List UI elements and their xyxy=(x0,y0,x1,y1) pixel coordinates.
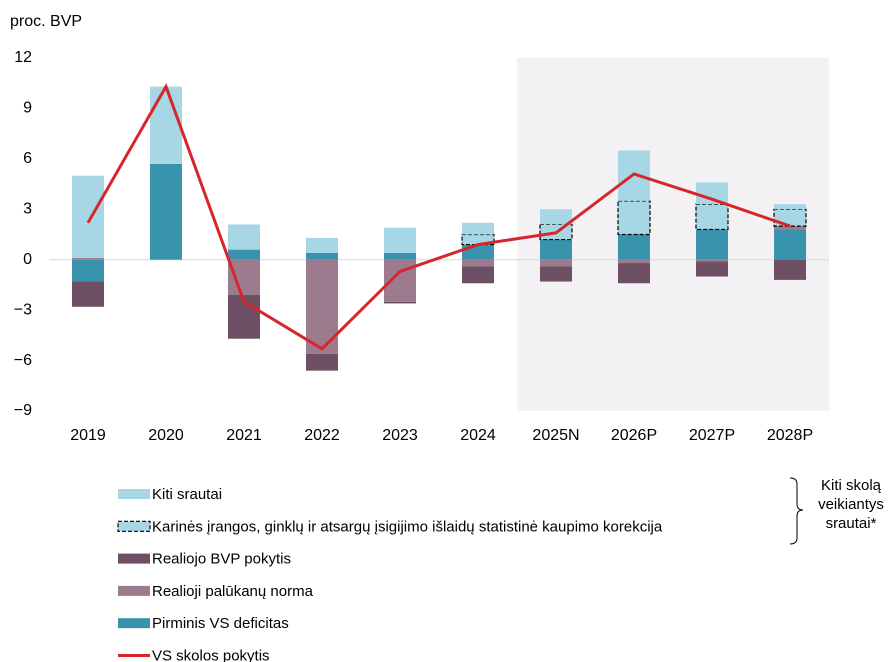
bar xyxy=(696,259,728,262)
bar xyxy=(228,224,260,250)
bar xyxy=(774,204,806,210)
legend-swatch xyxy=(118,618,150,629)
x-tick-label: 2021 xyxy=(226,427,262,444)
legend-label: Realiojo BVP pokytis xyxy=(152,551,291,568)
y-tick-label: −9 xyxy=(14,402,32,419)
line xyxy=(86,83,791,351)
legend-label: Realioji palūkanų norma xyxy=(152,583,314,600)
bar xyxy=(72,258,104,260)
bar xyxy=(306,252,338,260)
bar xyxy=(540,266,572,282)
bar xyxy=(618,263,650,284)
y-tick-label: −3 xyxy=(14,301,32,318)
bar xyxy=(696,182,728,205)
legend-label: VS skolos pokytis xyxy=(152,647,270,662)
bar xyxy=(540,239,572,260)
y-tick-label: −6 xyxy=(14,352,32,369)
x-tick-label: 2023 xyxy=(382,427,418,444)
bar xyxy=(774,229,806,260)
legend-swatch xyxy=(118,489,150,499)
x-tick-label: 2019 xyxy=(70,427,106,444)
legend-label: Karinės įrangos, ginklų ir atsargų įsigi… xyxy=(152,518,663,535)
legend-swatch xyxy=(117,520,151,532)
x-tick-label: 2022 xyxy=(304,427,340,444)
y-tick-label: 9 xyxy=(23,100,32,117)
y-axis-label: proc. BVP xyxy=(10,13,82,30)
bracket-label: Kiti skolą veikiantys srautai* xyxy=(818,477,884,532)
dashed-bar xyxy=(617,200,651,236)
bar xyxy=(696,229,728,260)
bar xyxy=(618,259,650,264)
bar xyxy=(774,226,806,230)
bar xyxy=(384,252,416,260)
legend-label: Kiti srautai xyxy=(152,486,222,503)
x-tick-label: 2028P xyxy=(767,427,813,444)
bar xyxy=(462,244,494,260)
bar xyxy=(462,259,494,267)
y-tick-label: 0 xyxy=(23,251,32,268)
dashed-bar xyxy=(695,203,729,231)
bar xyxy=(462,222,494,235)
bar xyxy=(150,86,182,164)
bar xyxy=(228,249,260,260)
bar xyxy=(72,259,104,282)
bar xyxy=(618,234,650,260)
bar xyxy=(72,281,104,307)
bar xyxy=(540,259,572,267)
x-tick-label: 2026P xyxy=(611,427,657,444)
bar xyxy=(72,175,104,259)
bar xyxy=(306,237,338,253)
y-tick-label: 3 xyxy=(23,201,32,218)
legend-label: Pirminis VS deficitas xyxy=(152,615,289,632)
y-tick-label: 12 xyxy=(14,49,32,66)
legend-swatch xyxy=(118,553,150,564)
bar xyxy=(384,227,416,253)
bar xyxy=(228,259,260,296)
x-tick-label: 2025N xyxy=(532,427,579,444)
bar xyxy=(384,301,416,304)
bar xyxy=(306,353,338,371)
legend-bracket xyxy=(789,477,804,545)
x-tick-label: 2027P xyxy=(689,427,735,444)
legend-swatch xyxy=(118,585,150,596)
x-tick-label: 2020 xyxy=(148,427,184,444)
bar xyxy=(774,259,806,280)
bar xyxy=(150,163,182,260)
x-tick-label: 2024 xyxy=(460,427,496,444)
bar xyxy=(696,261,728,277)
bar xyxy=(462,266,494,284)
y-tick-label: 6 xyxy=(23,150,32,167)
bar xyxy=(540,209,572,225)
